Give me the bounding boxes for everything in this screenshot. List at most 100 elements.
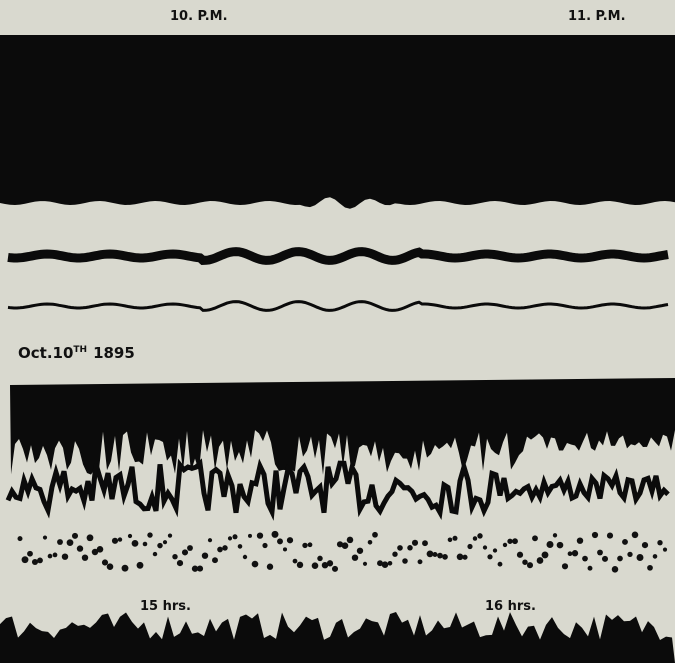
trace-dot [477,533,482,538]
trace-dot [562,563,568,569]
trace-dot [248,534,252,538]
trace-dot [182,549,188,555]
trace-dot [657,540,662,545]
trace-dot [537,557,544,564]
trace-dot [168,533,172,537]
date-superscript: TH [73,345,87,355]
trace-dot [402,558,408,564]
trace-dot [647,565,653,571]
trace-dot [498,562,503,567]
trace-dot [422,540,428,546]
trace-dot [457,553,464,560]
trace-dot [18,536,23,541]
trace-dot [62,553,68,559]
trace-dot [392,552,397,557]
trace-dot [642,542,648,548]
trace-dot [67,539,74,546]
trace-dot [627,552,632,557]
trace-dot [312,562,319,569]
trace-dot [522,559,527,564]
trace-dot [542,551,549,558]
trace-dot [663,548,667,552]
trace-dot [102,559,108,565]
trace-dot [503,543,507,547]
trace-dot [388,561,393,566]
trace-dot [208,538,212,542]
trace-dot [153,552,157,556]
trace-dot [357,548,363,554]
trace-dot [553,533,557,537]
trace-dot [217,547,223,553]
trace-dot [637,554,644,561]
trace-dot [32,559,38,565]
trace-dot [122,565,129,572]
trace-dot [617,556,623,562]
trace-dot [87,534,94,541]
trace-dot [602,556,608,562]
trace-dot [262,543,267,548]
trace-dot [143,542,148,547]
trace-dot [177,560,183,566]
trace-dot [592,532,598,538]
dark-band [0,35,675,209]
trace-dot [653,554,658,559]
trace-dot [368,540,373,545]
trace-dot [493,548,497,552]
trace-dot [197,566,203,572]
trace-dot [363,562,367,566]
trace-dot [252,561,259,568]
trace-dot [97,546,104,553]
trace-dot [163,540,167,544]
trace-dot [632,532,639,539]
trace-dot [257,532,263,538]
date-text: Oct.10 [18,344,73,362]
seismogram: 10. P.M. 11. P.M. Oct.10TH1895 15 hrs. 1… [0,0,675,663]
trace-dot [372,532,378,538]
trace-dot [437,553,443,559]
trace-dot [238,544,243,549]
trace-dot [53,553,58,558]
trace-dot [317,556,322,561]
trace-dot [157,543,162,548]
trace-dot [547,541,554,548]
trace-dot [527,562,533,568]
trace-dot [568,551,573,556]
trace-dot [57,539,63,545]
trace-dot [332,566,338,572]
trace-dot [607,533,613,539]
trace-dot [72,533,78,539]
trace-dot [37,558,43,564]
trace-dot [27,551,33,557]
trace-dot [462,555,467,560]
trace-dot [582,556,588,562]
trace-dot [112,538,118,544]
trace-dot [512,538,518,544]
time-label: 11. P.M. [568,9,626,24]
trace-dot [172,554,177,559]
trace-dot [588,566,593,571]
trace-dot [347,537,354,544]
trace-dot [452,536,457,541]
trace-dot [118,537,122,541]
trace-dot [407,545,412,550]
trace-dot [147,532,152,537]
date-year: 1895 [93,344,135,362]
trace-dot [293,559,298,564]
trace-dot [557,542,564,549]
trace-dot [232,534,237,539]
trace-dot [137,562,144,569]
trace-dot [342,542,349,549]
trace-dot [397,545,403,551]
trace-dot [597,550,603,556]
trace-dot [22,556,29,563]
trace-dot [433,552,438,557]
trace-dot [483,545,487,549]
trace-dot [612,566,619,573]
trace-dot [572,550,578,556]
trace-dot [412,540,418,546]
trace-dot [283,547,287,551]
trace-dot [302,543,307,548]
trace-dot [418,559,423,564]
trace-dot [448,537,453,542]
trace-dot [327,560,333,566]
